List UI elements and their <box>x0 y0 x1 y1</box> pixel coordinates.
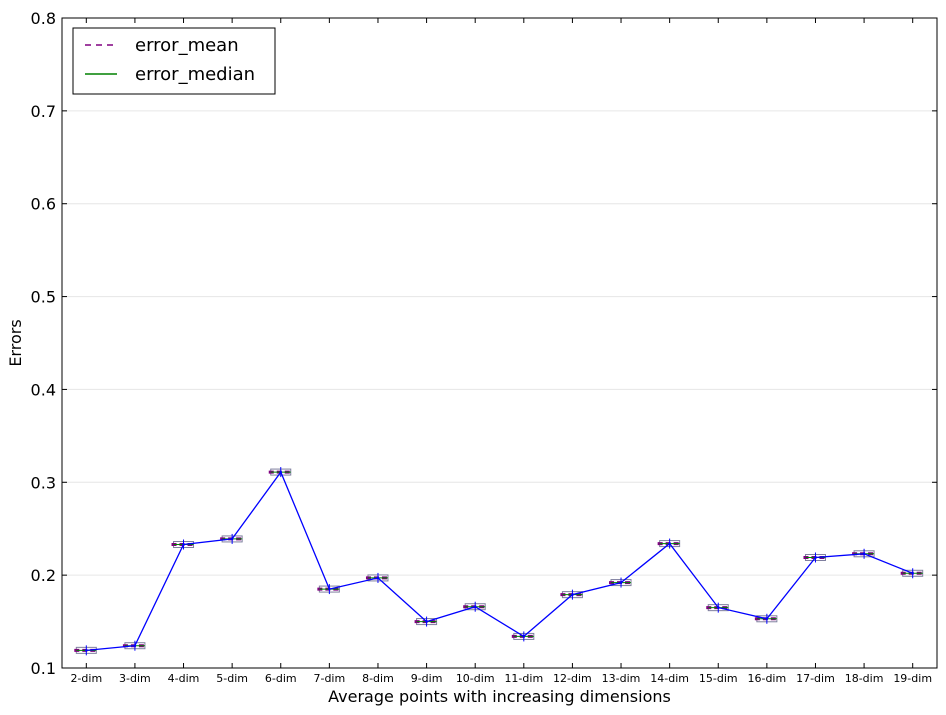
data-point <box>765 617 769 620</box>
x-tick-label: 5-dim <box>216 672 248 685</box>
series-line <box>86 470 913 652</box>
data-point <box>85 649 88 652</box>
data-point <box>668 542 671 545</box>
x-tick-label: 3-dim <box>119 672 151 685</box>
y-axis-label: Errors <box>6 319 25 366</box>
x-tick-label: 8-dim <box>362 672 394 685</box>
y-tick-label: 0.6 <box>31 195 56 214</box>
data-point <box>473 605 477 608</box>
y-tick-label: 0.5 <box>31 288 56 307</box>
series-line-group <box>85 470 914 652</box>
x-tick-label: 2-dim <box>70 672 102 685</box>
x-tick-label: 17-dim <box>796 672 835 685</box>
y-tick-label: 0.4 <box>31 380 56 399</box>
box-markers <box>74 467 925 656</box>
data-point <box>133 644 137 647</box>
data-point <box>862 552 866 555</box>
x-tick-label: 7-dim <box>313 672 345 685</box>
x-tick-label: 4-dim <box>168 672 200 685</box>
x-tick-label: 9-dim <box>411 672 443 685</box>
legend-mean-label: error_mean <box>135 35 239 56</box>
data-point <box>328 587 331 591</box>
y-tick-label: 0.7 <box>31 102 56 121</box>
x-axis-ticks: 2-dim 3-dim 4-dim 5-dim 6-dim 7-dim 8-dim 9-dim… <box>70 18 932 685</box>
x-tick-label: 14-dim <box>650 672 689 685</box>
x-tick-label: 13-dim <box>602 672 641 685</box>
plot-frame <box>61 17 938 669</box>
x-tick-label: 6-dim <box>265 672 297 685</box>
data-point <box>619 581 623 584</box>
x-tick-label: 12-dim <box>553 672 592 685</box>
data-point <box>911 572 914 575</box>
data-point <box>182 543 185 546</box>
y-tick-label: 0.8 <box>31 9 56 28</box>
data-point <box>425 620 428 623</box>
legend-median-label: error_median <box>135 64 255 85</box>
legend: error_mean error_median <box>72 27 276 95</box>
data-point <box>279 470 282 474</box>
x-tick-label: 16-dim <box>747 672 786 685</box>
data-point <box>522 635 526 638</box>
data-point <box>230 537 234 541</box>
x-tick-label: 15-dim <box>699 672 738 685</box>
x-tick-label: 18-dim <box>845 672 884 685</box>
x-tick-label: 10-dim <box>456 672 495 685</box>
data-point <box>814 556 817 559</box>
y-tick-label: 0.1 <box>31 659 56 678</box>
y-axis-ticks: 0.1 0.2 0.3 0.4 0.5 0.6 0.7 0.8 <box>31 9 937 678</box>
y-tick-label: 0.3 <box>31 473 56 492</box>
grid-lines <box>62 17 937 669</box>
data-point <box>717 606 720 609</box>
legend-box <box>72 27 276 95</box>
y-tick-label: 0.2 <box>31 566 56 585</box>
data-point <box>571 593 574 596</box>
x-tick-label: 19-dim <box>893 672 932 685</box>
x-axis-label: Average points with increasing dimension… <box>328 687 671 706</box>
data-point <box>376 576 380 580</box>
x-tick-label: 11-dim <box>504 672 543 685</box>
